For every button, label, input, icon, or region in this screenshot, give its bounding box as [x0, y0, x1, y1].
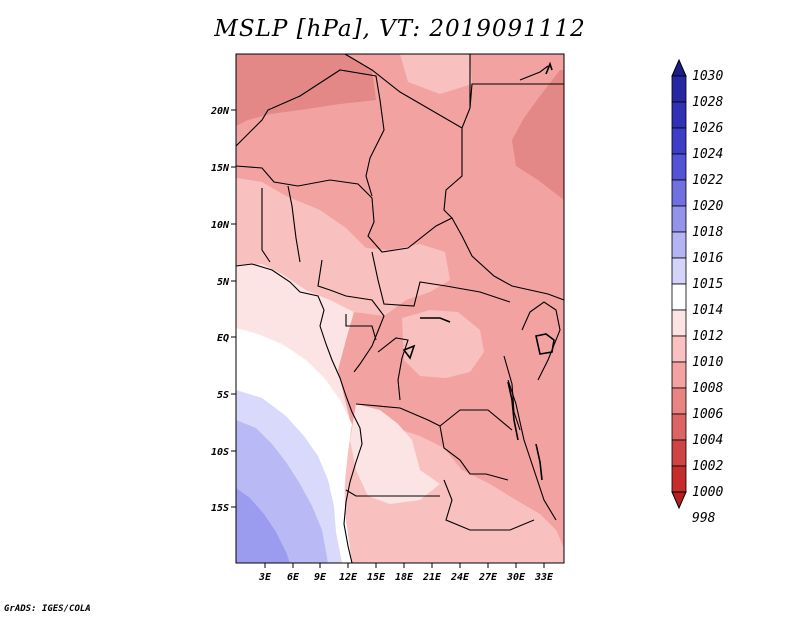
colorbar-segment [671, 127, 687, 155]
colorbar-segment [671, 205, 687, 233]
x-tick-label: 18E [395, 572, 414, 583]
lakes [402, 61, 555, 481]
x-tick-label: 30E [506, 572, 526, 583]
y-tick-label: 15N [211, 163, 230, 174]
colorbar-segment [671, 439, 687, 467]
map-title: MSLP [hPa], VT: 2019091112 [214, 16, 586, 42]
country-borders [235, 53, 565, 564]
colorbar-segment [671, 387, 687, 415]
colorbar-label: 1024 [692, 147, 723, 162]
field-1010-congo [402, 310, 484, 378]
colorbar-segment [671, 153, 687, 181]
y-tick-label: 5N [217, 277, 230, 288]
colorbar-segment [671, 283, 687, 311]
colorbar-label: 1018 [692, 225, 723, 240]
colorbar: 1030 1028 1026 1024 1022 1020 1018 1016 1015 1014… [671, 58, 723, 526]
field-1012-angola [350, 404, 440, 504]
x-axis: 3E 6E 9E 12E 15E 18E 21E 24E 27E 30E 33E [258, 563, 554, 583]
colorbar-arrow-bottom [671, 491, 687, 510]
border-lines [235, 165, 565, 301]
colorbar-label: 998 [692, 511, 716, 526]
lake-tanganyika [507, 381, 519, 441]
lake-victoria [535, 333, 555, 355]
coastline-west [235, 263, 363, 564]
colorbar-segment [671, 309, 687, 337]
field-1006-east [512, 70, 564, 200]
colorbar-label: 1006 [692, 407, 723, 422]
lake-malawi [535, 443, 543, 481]
y-tick-label: EQ [217, 333, 229, 344]
y-tick-label: 10S [211, 447, 229, 458]
colorbar-segment [671, 231, 687, 259]
colorbar-label: 1016 [692, 251, 723, 266]
colorbar-segment [671, 361, 687, 389]
x-tick-label: 6E [287, 572, 300, 583]
y-axis: 20N 15N 10N 5N EQ 5S 10S 15S [210, 106, 236, 514]
colorbar-label: 1030 [692, 69, 723, 84]
y-tick-label: 10N [211, 220, 230, 231]
colorbar-segment [671, 465, 687, 493]
colorbar-segment [671, 335, 687, 363]
field-1018 [236, 488, 290, 563]
x-tick-label: 24E [450, 572, 470, 583]
colorbar-label: 1015 [692, 277, 723, 292]
y-tick-label: 15S [211, 503, 229, 514]
colorbar-label: 1020 [692, 199, 723, 214]
grads-credit: GrADS: IGES/COLA [4, 604, 91, 614]
x-tick-label: 15E [367, 572, 386, 583]
colorbar-segment [671, 257, 687, 285]
colorbar-label: 1014 [692, 303, 723, 318]
colorbar-label: 1004 [692, 433, 723, 448]
x-tick-label: 21E [422, 572, 442, 583]
colorbar-label: 1010 [692, 355, 723, 370]
colorbar-label: 1008 [692, 381, 723, 396]
colorbar-label: 1002 [692, 459, 723, 474]
x-tick-label: 27E [478, 572, 498, 583]
y-tick-label: 5S [217, 390, 229, 401]
colorbar-label: 1028 [692, 95, 723, 110]
x-tick-label: 12E [339, 572, 358, 583]
field-1006-north [236, 54, 376, 126]
x-tick-label: 9E [314, 572, 327, 583]
colorbar-label: 1000 [692, 485, 723, 500]
colorbar-segment [671, 75, 687, 103]
field-1010-north [400, 54, 472, 94]
pressure-field [236, 54, 564, 563]
colorbar-segment [671, 179, 687, 207]
map-frame [235, 53, 565, 564]
colorbar-arrow-top [671, 58, 687, 77]
colorbar-segment [671, 413, 687, 441]
colorbar-label: 1026 [692, 121, 723, 136]
x-tick-label: 3E [258, 572, 272, 583]
x-tick-label: 33E [534, 572, 554, 583]
colorbar-label: 1022 [692, 173, 723, 188]
colorbar-segment [671, 101, 687, 129]
field-1010-west [236, 178, 450, 316]
y-tick-label: 20N [210, 106, 230, 117]
colorbar-label: 1012 [692, 329, 723, 344]
